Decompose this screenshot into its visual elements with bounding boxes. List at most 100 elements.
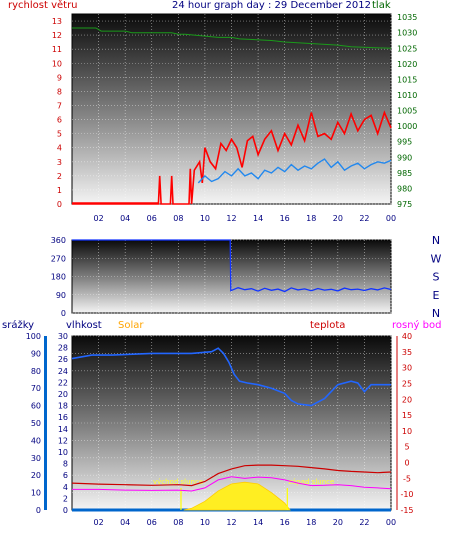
temperature-tick-label: -15 bbox=[400, 506, 413, 515]
climate-x-tick-label: 18 bbox=[306, 518, 316, 527]
wind-speed-tick-label: 0 bbox=[57, 200, 62, 209]
temperature-tick-label: 40 bbox=[402, 332, 412, 341]
rain-tick-label: 60 bbox=[31, 402, 41, 411]
rain-tick-label: 50 bbox=[31, 419, 41, 428]
humidity-scale-tick-label: 18 bbox=[58, 402, 68, 411]
temperature-tick-label: -10 bbox=[400, 490, 413, 499]
rain-tick-label: 30 bbox=[31, 454, 41, 463]
humidity-scale-tick-label: 12 bbox=[58, 436, 68, 445]
pressure-tick-label: 1005 bbox=[397, 107, 417, 116]
humidity-series-line bbox=[71, 347, 391, 407]
compass-label: E bbox=[433, 289, 440, 302]
humidity-scale-tick-label: 0 bbox=[63, 506, 68, 515]
wind-speed-tick-label: 9 bbox=[57, 73, 62, 82]
rain-tick-label: 20 bbox=[31, 471, 41, 480]
climate-x-tick-label: 16 bbox=[280, 518, 290, 527]
compass-label: N bbox=[432, 234, 440, 247]
humidity-scale-tick-label: 22 bbox=[58, 378, 68, 387]
humidity-scale-tick-label: 16 bbox=[58, 413, 68, 422]
pressure-tick-label: 1035 bbox=[397, 13, 417, 22]
rain-tick-label: 80 bbox=[31, 367, 41, 376]
wind-speed-tick-label: 11 bbox=[52, 45, 62, 54]
wind-pressure-x-tick-label: 14 bbox=[253, 214, 263, 223]
climate-x-tick-label: 06 bbox=[147, 518, 157, 527]
temperature-tick-label: 10 bbox=[402, 427, 412, 436]
graph-title: 24 hour graph day : 29 December 2012 bbox=[172, 0, 371, 11]
wind-direction-tick-label: 0 bbox=[61, 309, 66, 318]
humidity-axis-title: vlhkost bbox=[66, 320, 102, 331]
wind-direction-tick-label: 270 bbox=[51, 254, 66, 263]
wind-gust-series-line bbox=[72, 110, 392, 205]
wind-speed-axis-title: rychlost větru bbox=[8, 0, 78, 11]
temperature-tick-label: 5 bbox=[404, 443, 409, 452]
wind-direction-tick-label: 180 bbox=[51, 273, 66, 282]
climate-x-tick-label: 20 bbox=[333, 518, 343, 527]
compass-label: S bbox=[433, 271, 440, 284]
pressure-tick-label: 1030 bbox=[397, 29, 417, 38]
wind-speed-tick-label: 2 bbox=[57, 172, 62, 181]
rain-tick-label: 90 bbox=[31, 349, 41, 358]
rain-tick-label: 40 bbox=[31, 436, 41, 445]
wind-direction-tick-label: 90 bbox=[56, 291, 66, 300]
rain-axis-bar bbox=[44, 336, 47, 510]
pressure-tick-label: 1015 bbox=[397, 75, 417, 84]
top-header: rychlost větru 24 hour graph day : 29 De… bbox=[0, 0, 464, 14]
humidity-scale-tick-label: 26 bbox=[58, 355, 68, 364]
wind-pressure-x-tick-label: 18 bbox=[306, 214, 316, 223]
pressure-tick-label: 1025 bbox=[397, 44, 417, 53]
humidity-scale-tick-label: 30 bbox=[58, 332, 68, 341]
temperature-tick-label: 20 bbox=[402, 395, 412, 404]
climate-x-tick-label: 02 bbox=[93, 518, 103, 527]
compass-label: W bbox=[431, 252, 442, 265]
dewpoint-series-line bbox=[72, 476, 392, 492]
wind-pressure-x-tick-label: 04 bbox=[120, 214, 130, 223]
sunrise-label: východ slunce bbox=[153, 478, 203, 486]
wind-pressure-x-tick-label: 06 bbox=[147, 214, 157, 223]
temperature-tick-label: 35 bbox=[402, 348, 412, 357]
humidity-scale-tick-label: 2 bbox=[63, 494, 68, 503]
wind-speed-tick-label: 1 bbox=[57, 186, 62, 195]
wind-pressure-x-tick-label: 20 bbox=[333, 214, 343, 223]
climate-x-tick-label: 12 bbox=[226, 518, 236, 527]
pressure-tick-label: 985 bbox=[397, 169, 412, 178]
compass-label: N bbox=[432, 307, 440, 320]
wind-speed-tick-label: 7 bbox=[57, 101, 62, 110]
pressure-tick-label: 995 bbox=[397, 138, 412, 147]
wind-pressure-plot-area bbox=[72, 14, 391, 204]
climate-x-tick-label: 08 bbox=[173, 518, 183, 527]
humidity-scale-tick-label: 8 bbox=[63, 460, 68, 469]
wind-pressure-x-tick-label: 00 bbox=[386, 214, 396, 223]
rain-tick-label: 70 bbox=[31, 384, 41, 393]
rain-axis-title: srážky bbox=[2, 320, 35, 331]
pressure-tick-label: 975 bbox=[397, 200, 412, 209]
bottom-header: srážky vlhkost Solar teplota rosný bod bbox=[0, 320, 464, 334]
humidity-scale-tick-label: 4 bbox=[63, 483, 68, 492]
rain-tick-label: 0 bbox=[36, 506, 41, 515]
humidity-scale-tick-label: 24 bbox=[58, 367, 68, 376]
humidity-scale-tick-label: 20 bbox=[58, 390, 68, 399]
climate-x-tick-label: 10 bbox=[200, 518, 210, 527]
wind-pressure-x-tick-label: 22 bbox=[359, 214, 369, 223]
wind-pressure-x-tick-label: 02 bbox=[93, 214, 103, 223]
climate-x-tick-label: 14 bbox=[253, 518, 263, 527]
temperature-tick-label: 15 bbox=[402, 411, 412, 420]
pressure-series-line bbox=[72, 27, 392, 49]
dewpoint-axis-title: rosný bod bbox=[392, 320, 442, 331]
humidity-scale-tick-label: 6 bbox=[63, 471, 68, 480]
sunset-label: západ slunce bbox=[288, 478, 334, 486]
pressure-tick-label: 1020 bbox=[397, 60, 417, 69]
temperature-tick-label: 0 bbox=[404, 459, 409, 468]
temperature-tick-label: 25 bbox=[402, 379, 412, 388]
pressure-tick-label: 1000 bbox=[397, 122, 417, 131]
solar-area bbox=[183, 481, 291, 511]
pressure-tick-label: 980 bbox=[397, 184, 412, 193]
wind-pressure-x-tick-label: 16 bbox=[280, 214, 290, 223]
solar-axis-title: Solar bbox=[118, 320, 144, 331]
rain-tick-label: 100 bbox=[26, 332, 41, 341]
temperature-tick-label: 30 bbox=[402, 364, 412, 373]
rain-tick-label: 10 bbox=[31, 489, 41, 498]
wind-average-series-line bbox=[197, 158, 392, 184]
wind-speed-tick-label: 12 bbox=[52, 31, 62, 40]
